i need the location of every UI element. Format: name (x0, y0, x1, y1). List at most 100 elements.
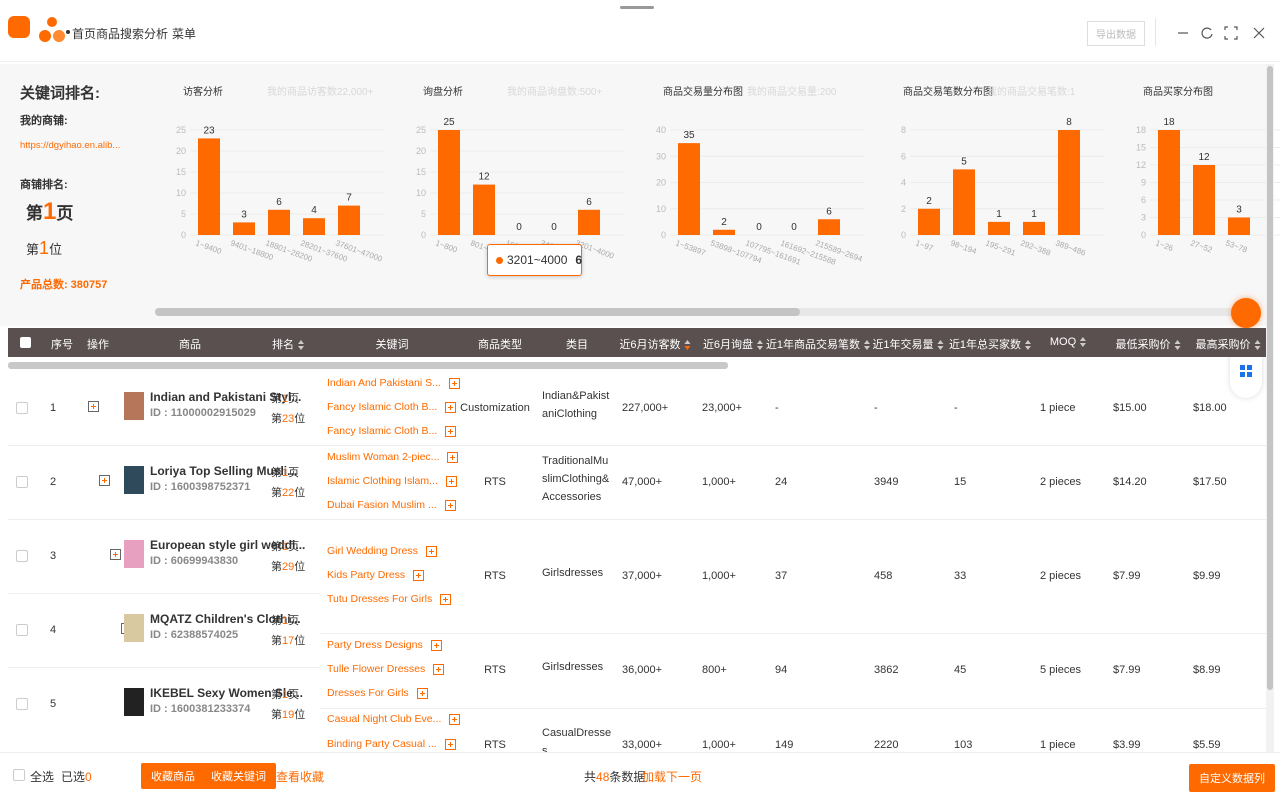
product-name[interactable]: MQATZ Children's Clothi... (150, 612, 301, 626)
add-keyword[interactable] (448, 377, 460, 389)
close-button[interactable] (1252, 26, 1266, 40)
keyword[interactable]: Girl Wedding Dress (327, 545, 437, 557)
add-keyword[interactable] (425, 545, 437, 557)
load-more[interactable]: 加载下一页 (642, 770, 703, 784)
export-button[interactable]: 导出数据 (1087, 21, 1145, 46)
h-scroll-thumb[interactable] (155, 308, 800, 316)
sort-icon[interactable] (1025, 340, 1032, 351)
bar (713, 229, 735, 235)
keyword[interactable]: Dubai Fasion Muslim ... (327, 499, 456, 511)
add-keyword[interactable] (440, 593, 452, 605)
float-button[interactable] (1231, 298, 1261, 328)
add-keyword[interactable] (445, 401, 457, 413)
min-price: $14.20 (1113, 476, 1147, 488)
table-scroll[interactable] (8, 362, 728, 369)
row-checkbox[interactable] (16, 550, 28, 562)
add-keyword[interactable] (447, 451, 459, 463)
add-keyword[interactable] (444, 499, 456, 511)
row-divider (320, 633, 1266, 634)
product-image (124, 392, 144, 420)
x-tick-label: 1~9400 (194, 238, 223, 256)
row-checkbox[interactable] (16, 476, 28, 488)
row-checkbox[interactable] (16, 624, 28, 636)
v-scroll-thumb[interactable] (1267, 66, 1273, 690)
add-keyword[interactable] (449, 713, 461, 725)
keyword[interactable]: Tutu Dresses For Girls (327, 593, 452, 605)
bar (953, 169, 975, 235)
column-header[interactable]: 最低采购价 (1116, 336, 1181, 352)
grid-icon[interactable] (1240, 365, 1252, 377)
shop-url[interactable]: https://dgyihao.en.alib... (20, 140, 121, 151)
keyword[interactable]: Party Dress Designs (327, 639, 442, 651)
custom-columns-button[interactable]: 自定义数据列 (1189, 764, 1275, 792)
expand-button[interactable] (88, 400, 99, 412)
sort-icon[interactable] (864, 340, 871, 351)
keyword[interactable]: Binding Party Casual ... (327, 738, 456, 750)
data-label: 12 (1198, 152, 1210, 163)
row-index: 2 (50, 476, 57, 488)
sort-icon[interactable] (937, 340, 944, 351)
column-header[interactable]: 排名 (272, 336, 304, 352)
minimize-button[interactable] (1176, 26, 1190, 40)
add-keyword[interactable] (413, 569, 425, 581)
add-keyword[interactable] (445, 425, 457, 437)
view-favs[interactable]: 查看收藏 (276, 770, 325, 784)
expand-button[interactable] (110, 548, 121, 560)
column-header[interactable]: 近1年交易量 (872, 336, 944, 352)
keyword-text: Fancy Islamic Cloth B... (327, 425, 438, 437)
keyword[interactable]: Muslim Woman 2-piec... (327, 451, 459, 463)
shop-page-rank: 第1页 (26, 198, 73, 226)
keyword[interactable]: Tulle Flower Dresses (327, 663, 445, 675)
keyword[interactable]: Fancy Islamic Cloth B... (327, 425, 457, 437)
sort-icon[interactable] (757, 340, 764, 351)
row-checkbox[interactable] (16, 698, 28, 710)
header-checkbox[interactable] (20, 337, 31, 348)
menu[interactable]: 菜单 (172, 27, 197, 41)
keyword[interactable]: Fancy Islamic Cloth B... (327, 401, 457, 413)
keyword[interactable]: Kids Party Dress (327, 569, 425, 581)
product-name[interactable]: Loriya Top Selling Musli... (150, 464, 298, 478)
select-all[interactable]: 全选 (30, 770, 55, 784)
sort-icon[interactable] (298, 340, 304, 351)
column-header[interactable]: 近1年总买家数 (949, 336, 1032, 352)
fav-products-button[interactable]: 收藏商品 (141, 763, 205, 789)
column-header[interactable]: 近6月访客数 (619, 336, 691, 352)
product-name[interactable]: Indian and Pakistani Styl... (150, 390, 302, 404)
keyword[interactable]: Dresses For Girls (327, 687, 428, 699)
inquiries: 800+ (702, 664, 727, 676)
select-all-checkbox[interactable] (13, 769, 25, 781)
bar (338, 205, 360, 235)
prefix: 第 (26, 242, 40, 257)
fav-keywords-button[interactable]: 收藏关键词 (201, 763, 276, 789)
keyword[interactable]: Indian And Pakistani S... (327, 377, 460, 389)
fullscreen-button[interactable] (1224, 26, 1238, 40)
column-header[interactable]: 近6月询盘 (702, 336, 764, 352)
column-header[interactable]: 最高采购价 (1196, 336, 1261, 352)
add-keyword[interactable] (445, 475, 457, 487)
keyword[interactable]: Islamic Clothing Islam... (327, 475, 457, 487)
add-keyword[interactable] (433, 663, 445, 675)
keyword-text: Party Dress Designs (327, 639, 423, 651)
sort-icon[interactable] (1174, 340, 1181, 351)
expand-button[interactable] (99, 474, 110, 486)
keyword[interactable]: Casual Night Club Eve... (327, 713, 461, 725)
product-name[interactable]: IKEBEL Sexy Women Sle... (150, 686, 303, 700)
header-text: 近6月询盘 (702, 339, 754, 351)
sort-icon[interactable] (1080, 337, 1087, 348)
row-checkbox[interactable] (16, 402, 28, 414)
sort-icon[interactable] (684, 340, 691, 351)
product-name[interactable]: European style girl weddi... (150, 538, 306, 552)
max-price: $9.99 (1193, 570, 1221, 582)
s: 页 (288, 541, 300, 553)
max-price: $8.99 (1193, 664, 1221, 676)
column-header[interactable]: MOQ (1050, 336, 1087, 348)
add-keyword[interactable] (430, 639, 442, 651)
sort-icon[interactable] (1254, 340, 1261, 351)
bar (1023, 221, 1045, 235)
column-header[interactable]: 近1年商品交易笔数 (766, 336, 871, 352)
add-keyword[interactable] (416, 687, 428, 699)
refresh-button[interactable] (1200, 26, 1214, 40)
table-header (8, 328, 1266, 357)
add-keyword[interactable] (444, 738, 456, 750)
chart-subtitle: 我的商品访客数22,000+ (267, 85, 374, 98)
